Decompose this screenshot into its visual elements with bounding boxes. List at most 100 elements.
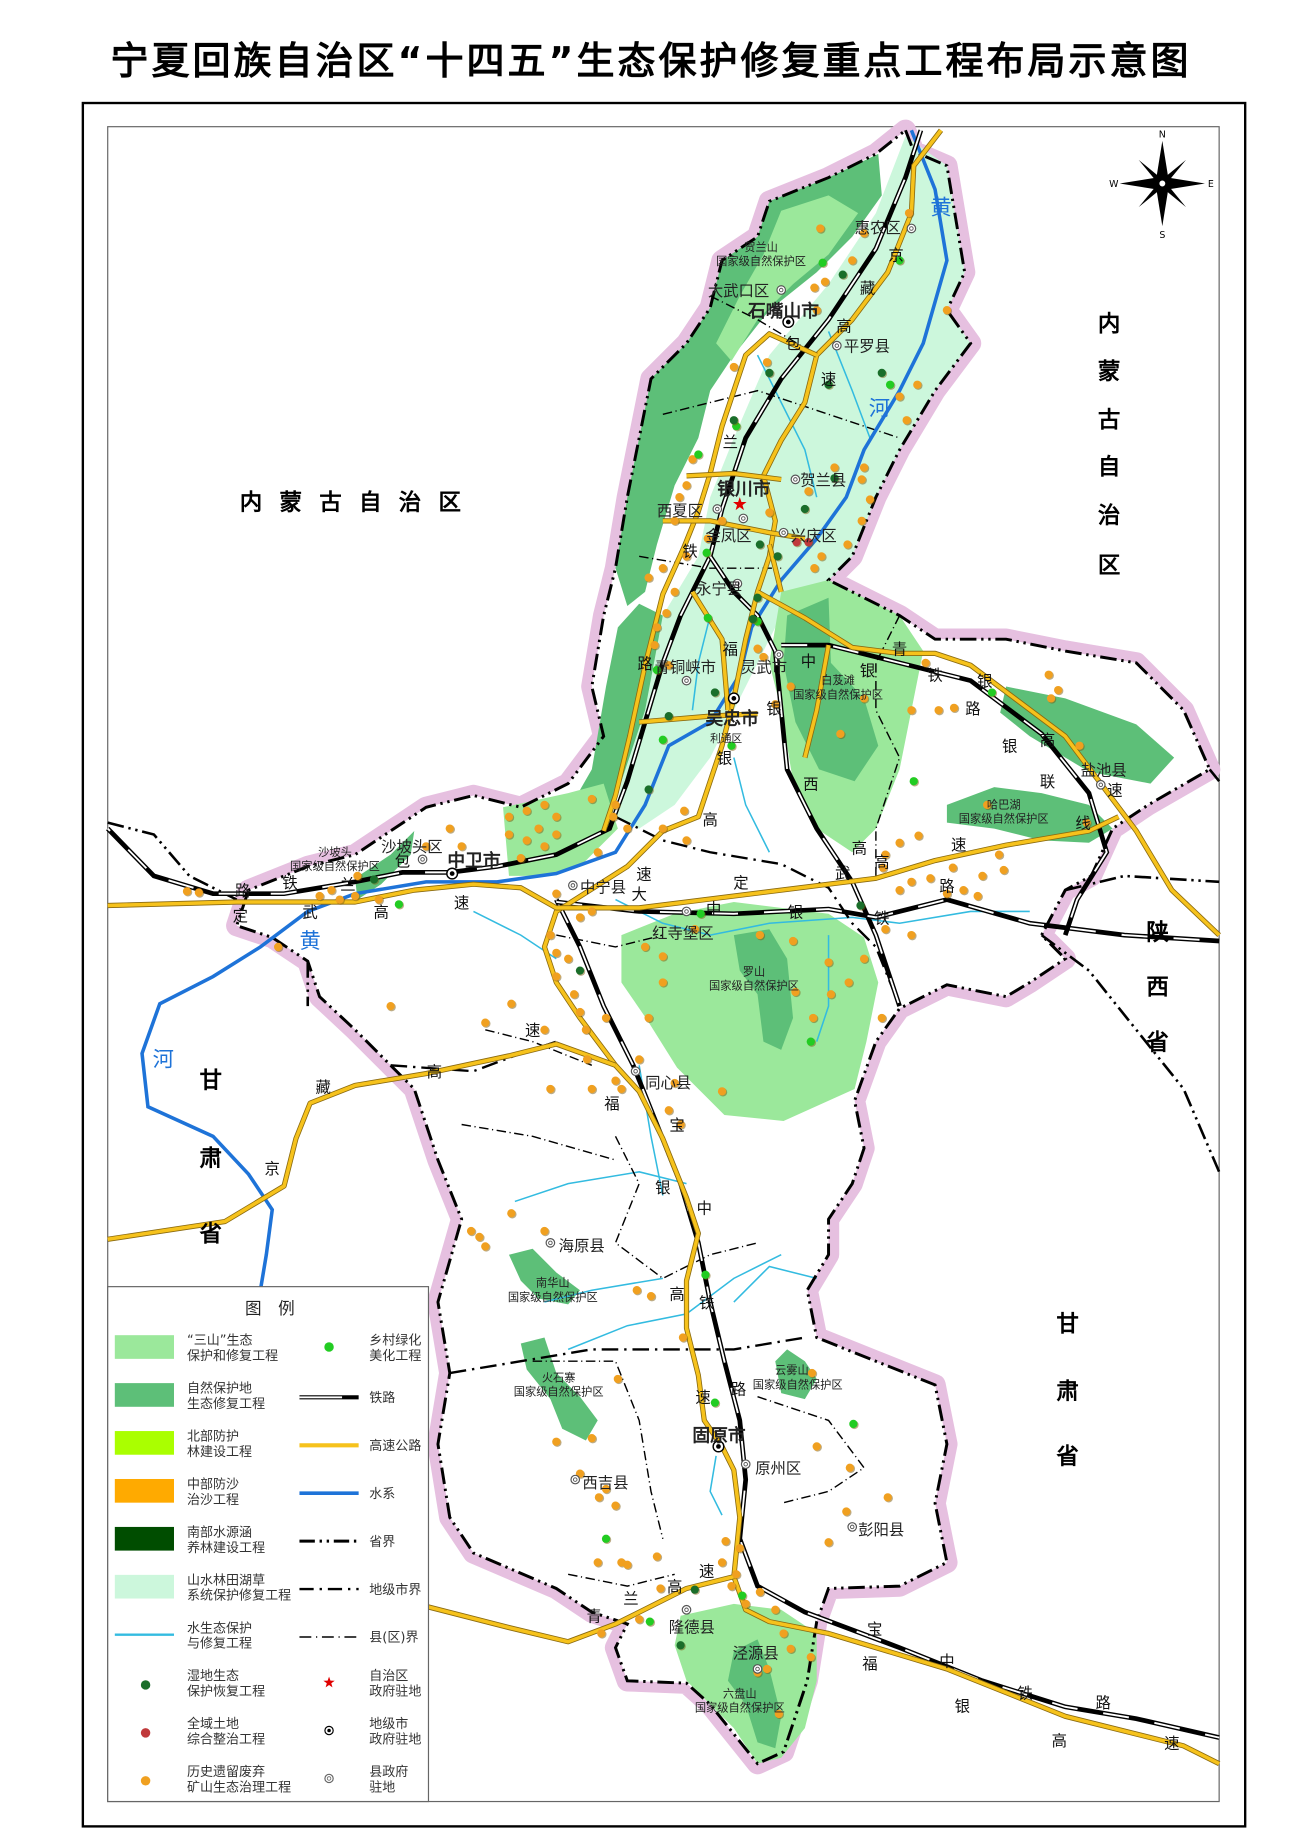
rural-greening-project-dot [737, 1591, 747, 1600]
mine-restoration-project-dot [682, 481, 691, 490]
mine-restoration-project-dot [895, 885, 904, 895]
county-boundary-line [485, 1029, 593, 1066]
legend-label: 综合整治工程 [187, 1733, 265, 1748]
place-label: 银川市 [717, 478, 771, 500]
mine-restoration-project-dot [658, 824, 667, 833]
mine-restoration-project-dot [934, 706, 943, 715]
road-label: 宝 [669, 1116, 684, 1134]
river-label: 黄 [930, 195, 951, 220]
mine-restoration-project-dot [540, 800, 549, 810]
road-label: 藏 [860, 280, 875, 298]
mine-restoration-project-dot [675, 493, 684, 502]
mine-restoration-project-dot [809, 1013, 818, 1023]
place-label: 利通区 [710, 732, 742, 745]
mine-restoration-project-dot [859, 954, 869, 963]
rural-greening-project-dot [849, 1419, 858, 1429]
mine-restoration-project-dot [540, 842, 549, 851]
water-ecology-line [544, 1277, 663, 1303]
highway-line [803, 644, 831, 758]
legend-label: 驻地 [369, 1780, 395, 1795]
mine-restoration-project-dot [546, 1084, 555, 1094]
mine-restoration-project-dot [732, 1570, 741, 1579]
yellow-river [140, 129, 949, 1291]
road-label: 高 [1052, 1732, 1067, 1750]
legend-dot-dark-green-icon [140, 1680, 151, 1690]
mine-restoration-project-dot [779, 1629, 788, 1638]
mine-restoration-project-dot [507, 999, 516, 1008]
place-label: 彭阳县 [858, 1521, 904, 1539]
wetland-project-dot [856, 901, 865, 910]
mine-restoration-project-dot [914, 831, 923, 840]
rural-greening-project-dot [696, 909, 705, 918]
road-label: 路 [235, 882, 250, 900]
helan-three-mountains-patch [716, 195, 859, 362]
road-label: 铁 [699, 1294, 714, 1312]
mine-restoration-project-dot [786, 1644, 795, 1653]
reserve-name-label: 云雾山 [775, 1364, 809, 1377]
road-label: 速 [454, 894, 469, 912]
reserve-name-label: 南华山 [536, 1276, 570, 1290]
mine-restoration-project-dot [804, 487, 813, 496]
mine-restoration-project-dot [670, 587, 679, 596]
mine-restoration-project-dot [522, 806, 531, 815]
mine-restoration-project-dot [546, 930, 555, 940]
rural-greening-project-dot [394, 900, 404, 909]
reserve-type-label: 国家级自然保护区 [508, 1290, 598, 1304]
road-label: 高 [669, 1286, 684, 1304]
county-seat-icon [417, 854, 428, 865]
mine-restoration-project-dot [786, 682, 795, 691]
legend-label: 林建设工程 [187, 1445, 252, 1460]
mine-restoration-project-dot [670, 1078, 679, 1088]
legend-swatch-fill-dark-green [114, 1526, 174, 1551]
county-seat-icon-inner [743, 1461, 748, 1467]
road-label: 路 [1095, 1694, 1110, 1712]
road-label: 包 [785, 335, 800, 353]
city-seat-icon-dot [716, 1444, 721, 1449]
city-seat-icon-dot [449, 871, 455, 876]
wetland-project-dot [838, 270, 847, 279]
mine-restoration-project-dot [771, 1605, 780, 1614]
region-label-gansu-west: 肃 [199, 1146, 221, 1172]
county-seat-icon-inner [548, 1240, 553, 1246]
place-label: 同心县 [645, 1074, 691, 1092]
road-label: 速 [1164, 1734, 1179, 1752]
region-label-inner-mongolia-east: 古 [1098, 407, 1120, 433]
road-label: 高 [874, 854, 889, 872]
mine-restoration-project-dot [597, 1629, 606, 1638]
place-label: 大武口区 [708, 282, 769, 300]
region-label-shaanxi: 陕 [1146, 920, 1169, 946]
mine-restoration-project-dot [973, 891, 982, 901]
county-seat-icon [681, 1604, 692, 1615]
legend-label: 县(区)界 [369, 1631, 418, 1646]
mine-restoration-project-dot [534, 824, 543, 833]
mine-restoration-project-dot [877, 1013, 886, 1023]
river-label: 黄 [299, 929, 320, 954]
region-label-inner-mongolia: 内 蒙 古 自 治 区 [240, 489, 466, 516]
county-seat-icon-inner [849, 1524, 855, 1530]
mine-restoration-project-dot [755, 930, 765, 940]
legend-swatch-fill-orange [114, 1478, 174, 1503]
yanchi-reserve-strip [1000, 686, 1175, 784]
legend-label: 美化工程 [369, 1349, 421, 1364]
mine-restoration-project-dot [617, 1084, 626, 1094]
road-label: 藏 [315, 1079, 330, 1097]
wetland-project-dot [830, 474, 839, 483]
mine-restoration-project-dot [824, 958, 833, 967]
legend-label: 矿山生态治理工程 [187, 1780, 291, 1795]
county-seat-icon-inner [570, 883, 576, 888]
reserve-name-label: 哈巴湖 [987, 797, 1021, 811]
mine-restoration-project-dot [959, 885, 968, 895]
wetland-project-dot [690, 1585, 699, 1594]
place-label: 惠农区 [855, 219, 901, 237]
mine-restoration-project-dot [682, 552, 691, 561]
wetland-project-dot [575, 966, 585, 975]
county-seat-icon [738, 513, 749, 524]
county-seat-icon [773, 649, 784, 660]
county-seat-icon [681, 675, 692, 686]
legend-dot-green-icon [324, 1342, 334, 1352]
mine-restoration-project-dot [949, 703, 959, 712]
mine-restoration-project-dot [812, 306, 821, 315]
reserve-type-label: 国家级自然保护区 [753, 1377, 843, 1391]
water-ecology-line [709, 1455, 723, 1516]
county-seat-icon-inner [776, 652, 782, 657]
